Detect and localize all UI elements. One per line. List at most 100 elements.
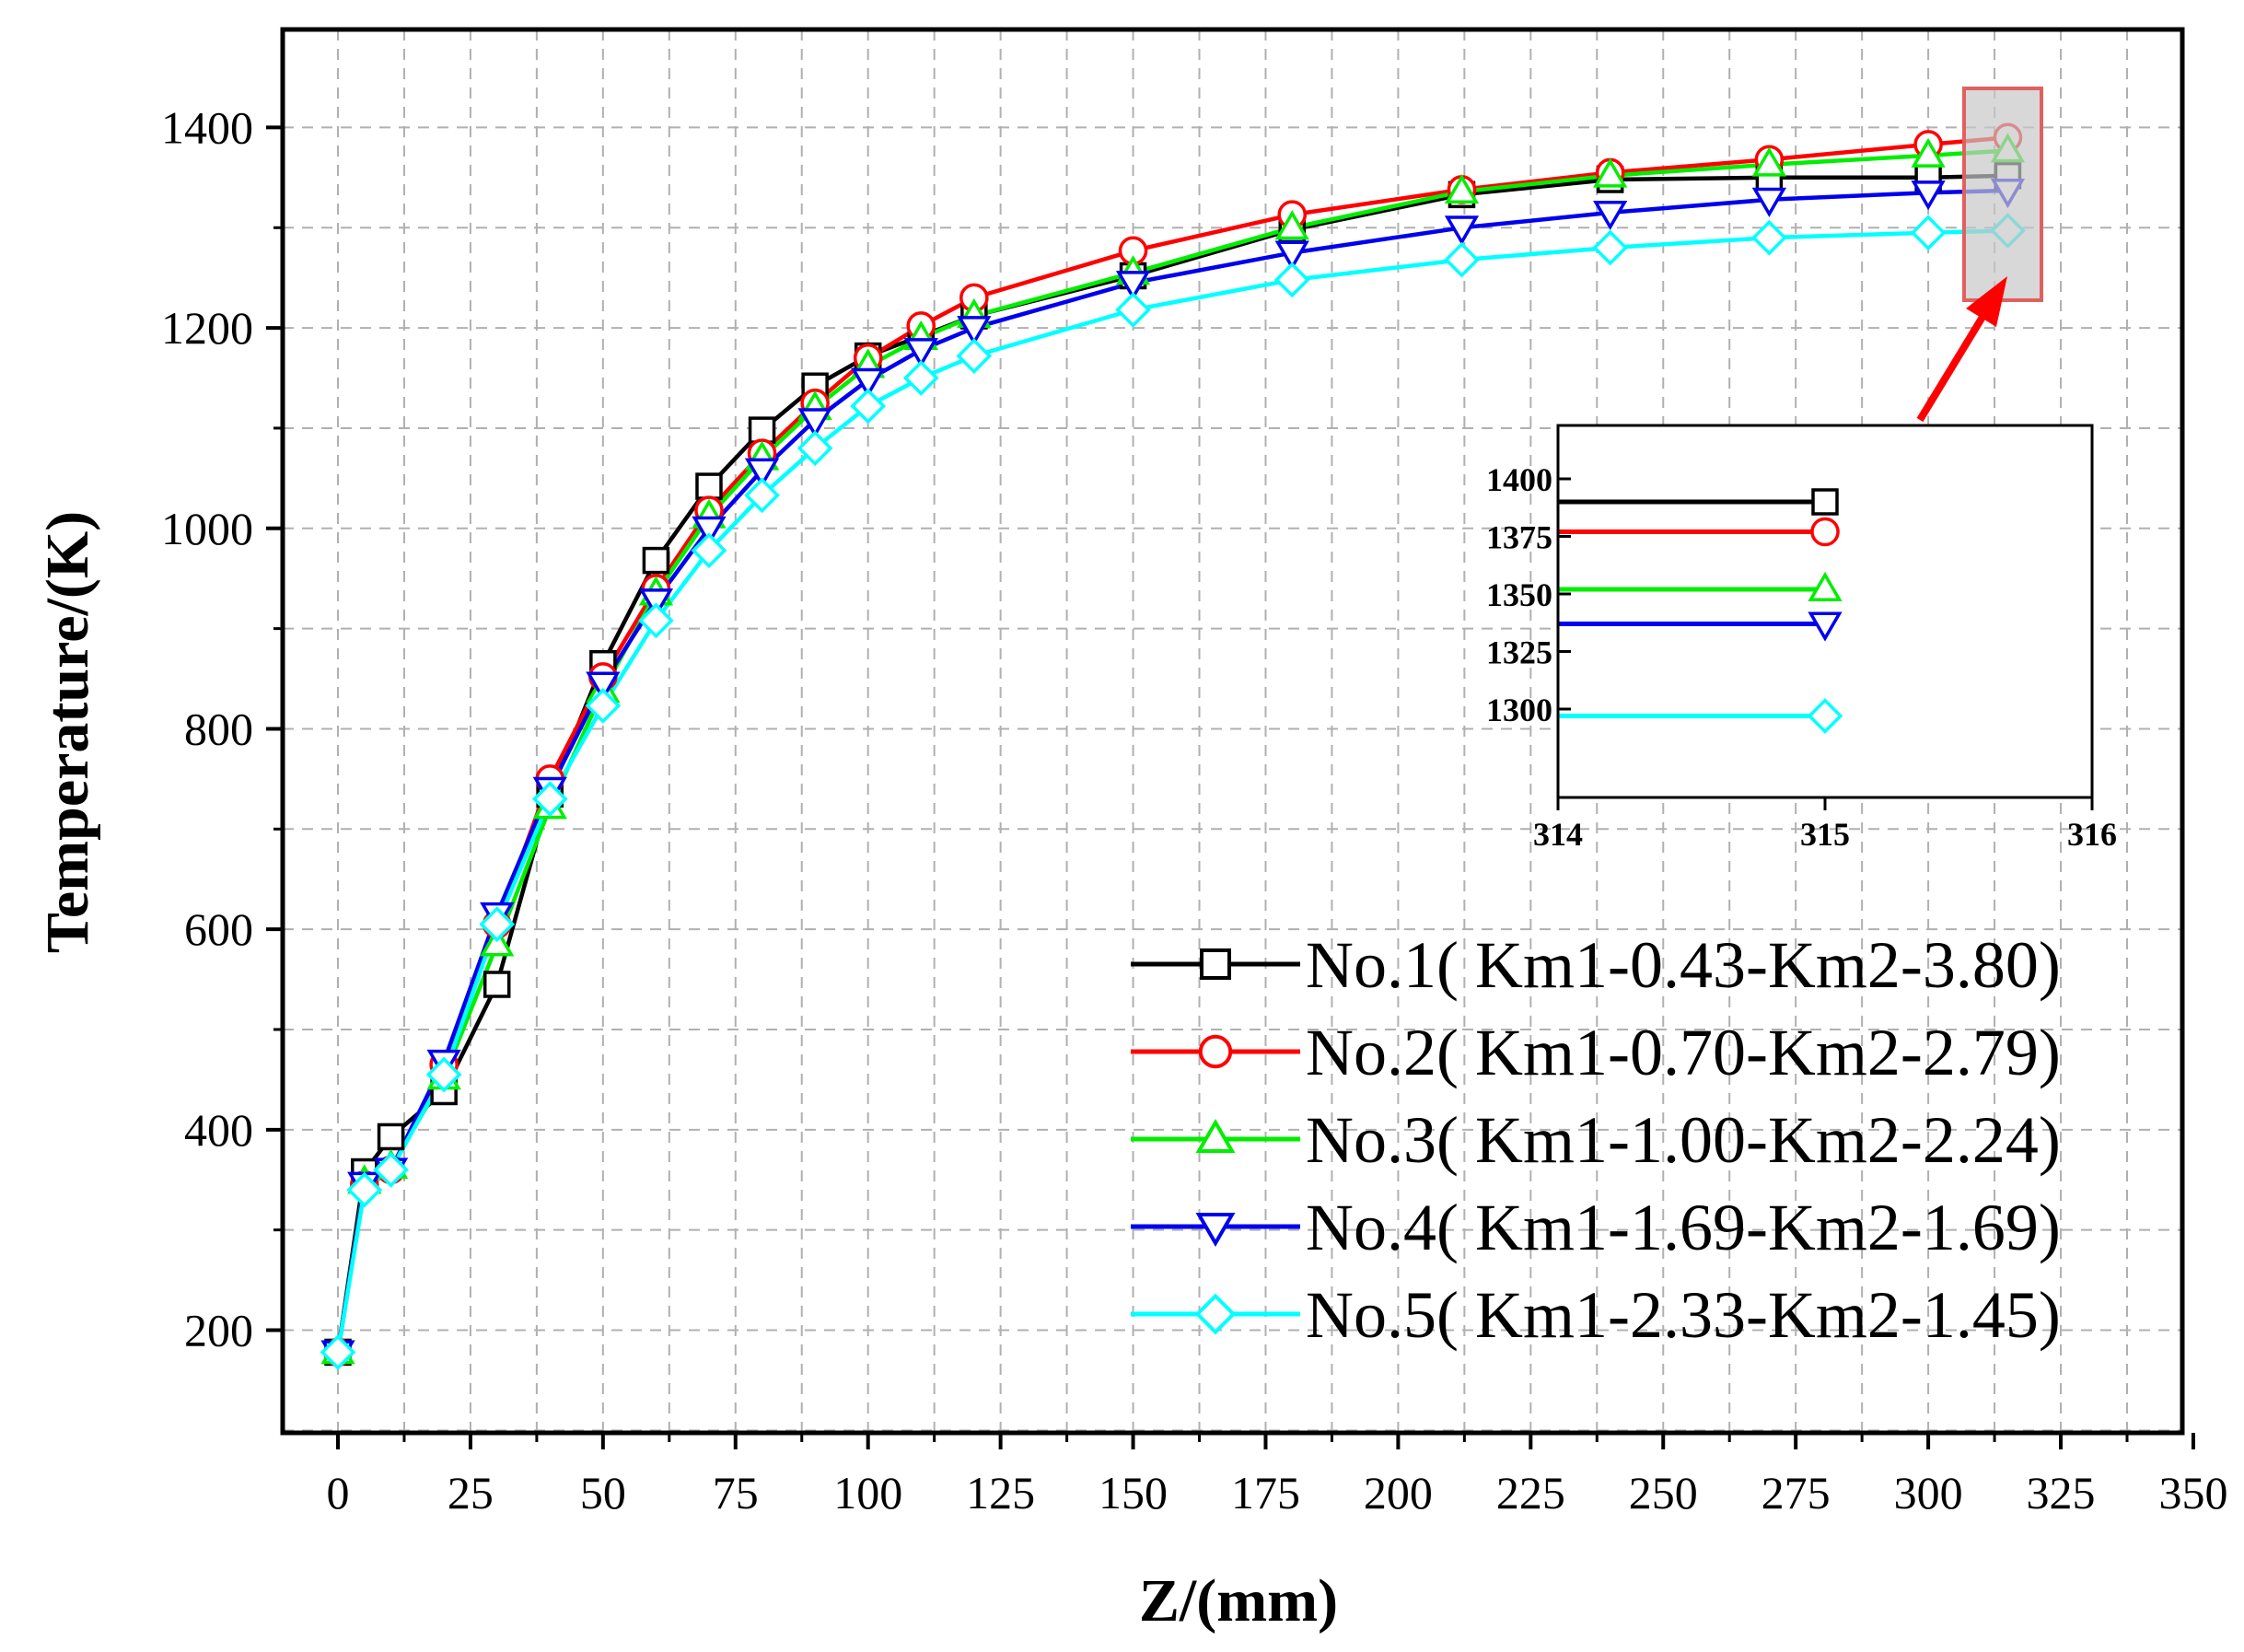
- x-tick-label: 175: [1231, 1467, 1300, 1518]
- x-tick-label: 275: [1761, 1467, 1831, 1518]
- legend-marker: [1200, 948, 1231, 980]
- inset-series-1-point: [1811, 488, 1839, 516]
- legend-item-1: No.1( Km1-0.43-Km2-3.80): [1131, 928, 2061, 1002]
- legend-label: No.3( Km1-1.00-Km2-2.24): [1306, 1103, 2061, 1177]
- series-5-point: [796, 430, 833, 467]
- inset-ticks: 314 315 316 1300 1325 1350 1375 1400: [1486, 461, 2117, 853]
- inset-series-5-point: [1807, 698, 1843, 734]
- series-5-point: [531, 781, 568, 818]
- series-4-point: [1444, 215, 1480, 246]
- series-5-point: [373, 1151, 409, 1188]
- inset-series: [1558, 488, 1843, 734]
- series-1-point: [695, 472, 723, 500]
- series-4-point: [1911, 180, 1946, 211]
- series-5-point: [320, 1334, 356, 1370]
- series-1-point: [483, 971, 511, 998]
- series-5-point: [902, 360, 939, 396]
- y-tick-label: 800: [184, 703, 253, 754]
- y-tick-label: 1400: [161, 101, 253, 153]
- y-tick-label: 200: [184, 1305, 253, 1356]
- legend-label: No.5( Km1-2.33-Km2-1.45): [1306, 1278, 2061, 1352]
- series-5-point: [1751, 219, 1787, 256]
- legend-label: No.1( Km1-0.43-Km2-3.80): [1306, 928, 2061, 1002]
- x-tick-label: 300: [1894, 1467, 1963, 1518]
- y-axis-title: Temperature/(K): [34, 511, 101, 953]
- series-5-point: [479, 906, 516, 943]
- legend-marker: [1195, 1213, 1236, 1247]
- inset-series-2-point: [1810, 517, 1840, 547]
- inset-y-tick-label: 1375: [1486, 519, 1552, 556]
- series-4-point: [744, 458, 780, 488]
- series-5-point: [1115, 292, 1151, 328]
- series-4-point: [1593, 200, 1628, 231]
- series-5-point: [638, 602, 674, 639]
- series-4-point: [586, 671, 621, 702]
- legend-label: No.4( Km1-1.69-Km2-1.69): [1306, 1191, 2061, 1264]
- x-tick-label: 325: [2027, 1467, 2096, 1518]
- series-4-point: [957, 316, 992, 346]
- inset-y-tick-label: 1300: [1486, 692, 1552, 728]
- series-4-point: [692, 516, 727, 546]
- y-tick-label: 1000: [161, 503, 253, 554]
- legend: No.1( Km1-0.43-Km2-3.80) No.2( Km1-0.70-K…: [1131, 928, 2061, 1352]
- axis-ticks: [266, 125, 2195, 1449]
- series-1-point: [377, 1123, 405, 1151]
- legend-item-2: No.2( Km1-0.70-Km2-2.79): [1131, 1016, 2061, 1089]
- x-axis-title: Z/(mm): [1139, 1567, 1338, 1635]
- legend-marker: [1195, 1119, 1236, 1153]
- inset-y-tick-label: 1350: [1486, 576, 1552, 613]
- y-tick-label: 400: [184, 1104, 253, 1156]
- legend-item-3: No.3( Km1-1.00-Km2-2.24): [1131, 1103, 2061, 1177]
- inset-series-3-point: [1808, 571, 1843, 601]
- inset-chart: 314 315 316 1300 1325 1350 1375 1400: [1486, 424, 2117, 853]
- series-3-point: [480, 926, 515, 957]
- x-tick-label: 100: [833, 1467, 902, 1518]
- series-5-point: [1592, 229, 1629, 266]
- inset-background: [1558, 425, 2092, 797]
- series-5-point: [425, 1056, 462, 1093]
- series-3-point: [1274, 210, 1309, 240]
- inset-y-tick-label: 1325: [1486, 634, 1552, 671]
- series-5-point: [1273, 262, 1310, 298]
- inset-x-tick-label: 316: [2067, 816, 2117, 853]
- zoom-arrow: [1916, 276, 2007, 423]
- series-4-point: [1274, 240, 1309, 271]
- series-5-point: [691, 532, 727, 569]
- series-5-point: [1444, 241, 1480, 278]
- legend-item-5: No.5( Km1-2.33-Km2-1.45): [1131, 1278, 2061, 1352]
- legend-label: No.2( Km1-0.70-Km2-2.79): [1306, 1016, 2061, 1089]
- x-tick-label: 150: [1099, 1467, 1168, 1518]
- x-tick-label: 125: [966, 1467, 1035, 1518]
- series-5-point: [346, 1171, 383, 1208]
- series-5-point: [850, 388, 887, 425]
- x-tick-label: 200: [1364, 1467, 1433, 1518]
- series-4-point: [638, 588, 674, 619]
- tick-labels: 0 25 50 75 100 125 150 175 200 225 250 275 300 325 350…: [161, 101, 2227, 1518]
- inset-x-tick-label: 314: [1533, 816, 1583, 853]
- series-5-point: [956, 338, 993, 374]
- inset-series-4-point: [1808, 611, 1843, 642]
- y-tick-label: 600: [184, 903, 253, 955]
- x-tick-label: 25: [448, 1467, 494, 1518]
- series-3-point: [1751, 146, 1787, 177]
- series-3-point: [1593, 157, 1628, 188]
- y-tick-label: 1200: [161, 302, 253, 354]
- legend-marker: [1194, 1293, 1237, 1335]
- legend-marker: [1198, 1034, 1233, 1069]
- x-tick-label: 250: [1629, 1467, 1698, 1518]
- series-4-point: [797, 408, 832, 438]
- zoom-region-highlight: [1962, 87, 2043, 302]
- x-tick-label: 50: [580, 1467, 626, 1518]
- series-4-point: [1751, 187, 1787, 217]
- series-3-point: [1444, 173, 1480, 204]
- series-4-point: [903, 338, 938, 368]
- series-1-point: [642, 546, 670, 575]
- x-tick-label: 0: [327, 1467, 350, 1518]
- x-tick-label: 225: [1496, 1467, 1565, 1518]
- series-5-point: [585, 688, 622, 724]
- x-tick-label: 75: [713, 1467, 759, 1518]
- series-3-point: [1911, 137, 1946, 168]
- inset-frame: [1556, 424, 2094, 799]
- inset-y-tick-label: 1400: [1486, 461, 1552, 498]
